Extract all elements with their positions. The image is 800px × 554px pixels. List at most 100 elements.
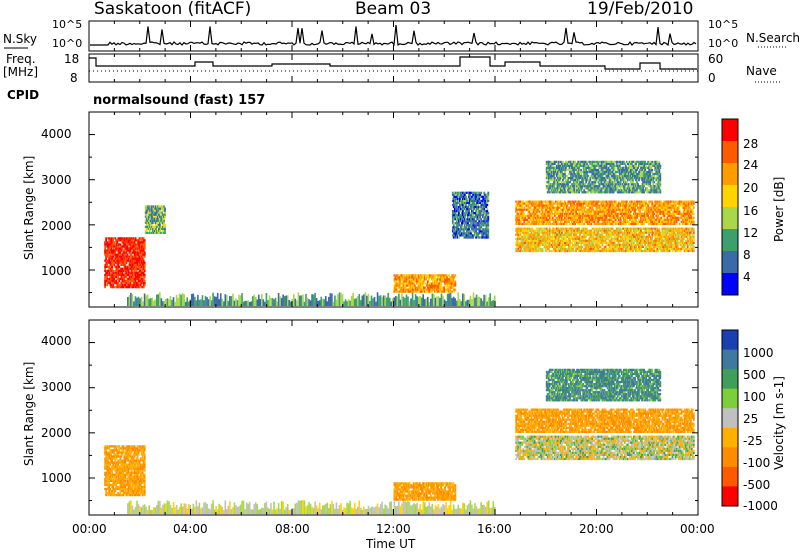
range-gate-cell	[477, 195, 479, 198]
range-gate-cell	[136, 261, 139, 264]
range-gate-cell	[117, 267, 120, 270]
range-gate-cell	[394, 290, 397, 293]
range-gate-cell	[668, 218, 671, 221]
range-gate-cell	[603, 200, 606, 203]
range-gate-cell	[584, 206, 587, 209]
range-gate-cell	[480, 236, 483, 239]
range-gate-cell	[116, 267, 119, 270]
range-gate-cell	[570, 204, 572, 207]
range-gate-cell	[480, 191, 483, 194]
range-gate-cell	[527, 249, 530, 253]
range-gate-cell	[393, 278, 396, 281]
range-gate-cell	[561, 218, 563, 221]
range-gate-cell	[597, 222, 600, 225]
range-gate-cell	[140, 279, 143, 283]
range-gate-cell	[621, 241, 624, 244]
range-gate-cell	[530, 216, 533, 219]
range-gate-cell	[117, 257, 120, 260]
range-gate-cell	[676, 210, 679, 213]
range-gate-cell	[575, 245, 577, 248]
range-gate-cell	[571, 220, 573, 223]
range-gate-cell	[465, 218, 467, 221]
range-gate-cell	[472, 210, 474, 213]
range-gate-cell	[121, 271, 124, 274]
range-gate-cell	[614, 202, 617, 205]
range-gate-cell	[660, 218, 663, 221]
range-gate-cell	[456, 218, 459, 221]
range-gate-cell	[485, 224, 488, 227]
range-gate-cell	[626, 245, 629, 248]
range-gate-cell	[544, 216, 547, 219]
range-gate-cell	[629, 204, 631, 207]
range-gate-cell	[478, 210, 481, 213]
range-gate-cell	[130, 269, 133, 272]
range-gate-cell	[447, 290, 450, 293]
range-gate-cell	[639, 235, 641, 238]
range-gate-cell	[516, 231, 519, 234]
range-gate-cell	[133, 255, 136, 258]
range-gate-cell	[438, 286, 440, 289]
range-gate-cell	[479, 236, 482, 239]
range-gate-cell	[144, 205, 147, 208]
range-gate-cell	[411, 278, 414, 281]
range-gate-cell	[480, 195, 483, 198]
range-gate-cell	[142, 267, 145, 270]
range-gate-cell	[108, 239, 111, 242]
range-gate-cell	[107, 237, 110, 240]
range-gate-cell	[536, 222, 539, 225]
range-gate-cell	[664, 222, 667, 225]
range-gate-cell	[148, 211, 151, 214]
range-gate-cell	[137, 245, 140, 248]
range-gate-cell	[558, 216, 561, 219]
range-gate-cell	[683, 216, 686, 219]
ground-scatter-cell	[248, 301, 251, 306]
range-gate-cell	[524, 222, 527, 225]
range-gate-cell	[160, 215, 162, 218]
range-gate-cell	[592, 247, 595, 251]
range-gate-cell	[578, 249, 580, 253]
range-gate-cell	[460, 232, 462, 235]
range-gate-cell	[112, 281, 115, 285]
range-gate-cell	[467, 228, 469, 231]
range-gate-cell	[467, 232, 469, 235]
range-gate-cell	[535, 239, 538, 242]
range-gate-cell	[634, 214, 636, 217]
range-gate-cell	[669, 218, 672, 221]
range-gate-cell	[606, 208, 609, 211]
range-gate-cell	[541, 208, 544, 211]
range-gate-cell	[598, 245, 601, 248]
range-gate-cell	[520, 208, 523, 211]
range-gate-cell	[558, 206, 561, 209]
range-gate-cell	[546, 231, 549, 234]
range-gate-cell	[130, 271, 133, 274]
range-gate-cell	[538, 239, 541, 242]
range-gate-cell	[443, 290, 445, 293]
range-gate-cell	[125, 257, 128, 260]
range-gate-cell	[568, 247, 570, 251]
range-gate-cell	[155, 225, 157, 228]
range-gate-cell	[523, 233, 526, 236]
range-gate-cell	[545, 204, 548, 207]
range-gate-cell	[144, 215, 147, 218]
range-gate-cell	[642, 235, 644, 238]
range-gate-cell	[549, 235, 552, 238]
range-gate-cell	[532, 229, 535, 232]
range-gate-cell	[483, 218, 486, 221]
ground-scatter-cell	[136, 297, 138, 306]
range-gate-cell	[645, 206, 647, 209]
range-gate-cell	[487, 216, 490, 219]
range-gate-cell	[658, 210, 661, 213]
range-gate-cell	[585, 220, 588, 223]
range-gate-cell	[515, 200, 518, 203]
range-gate-cell	[571, 247, 573, 251]
range-gate-cell	[544, 229, 547, 232]
range-gate-cell	[115, 249, 118, 252]
range-gate-cell	[601, 212, 604, 215]
range-gate-cell	[149, 221, 152, 224]
range-gate-cell	[562, 210, 564, 213]
range-gate-cell	[115, 245, 118, 248]
range-gate-cell	[570, 206, 572, 209]
range-gate-cell	[158, 229, 160, 232]
range-gate-cell	[521, 216, 524, 219]
range-gate-cell	[160, 207, 162, 210]
